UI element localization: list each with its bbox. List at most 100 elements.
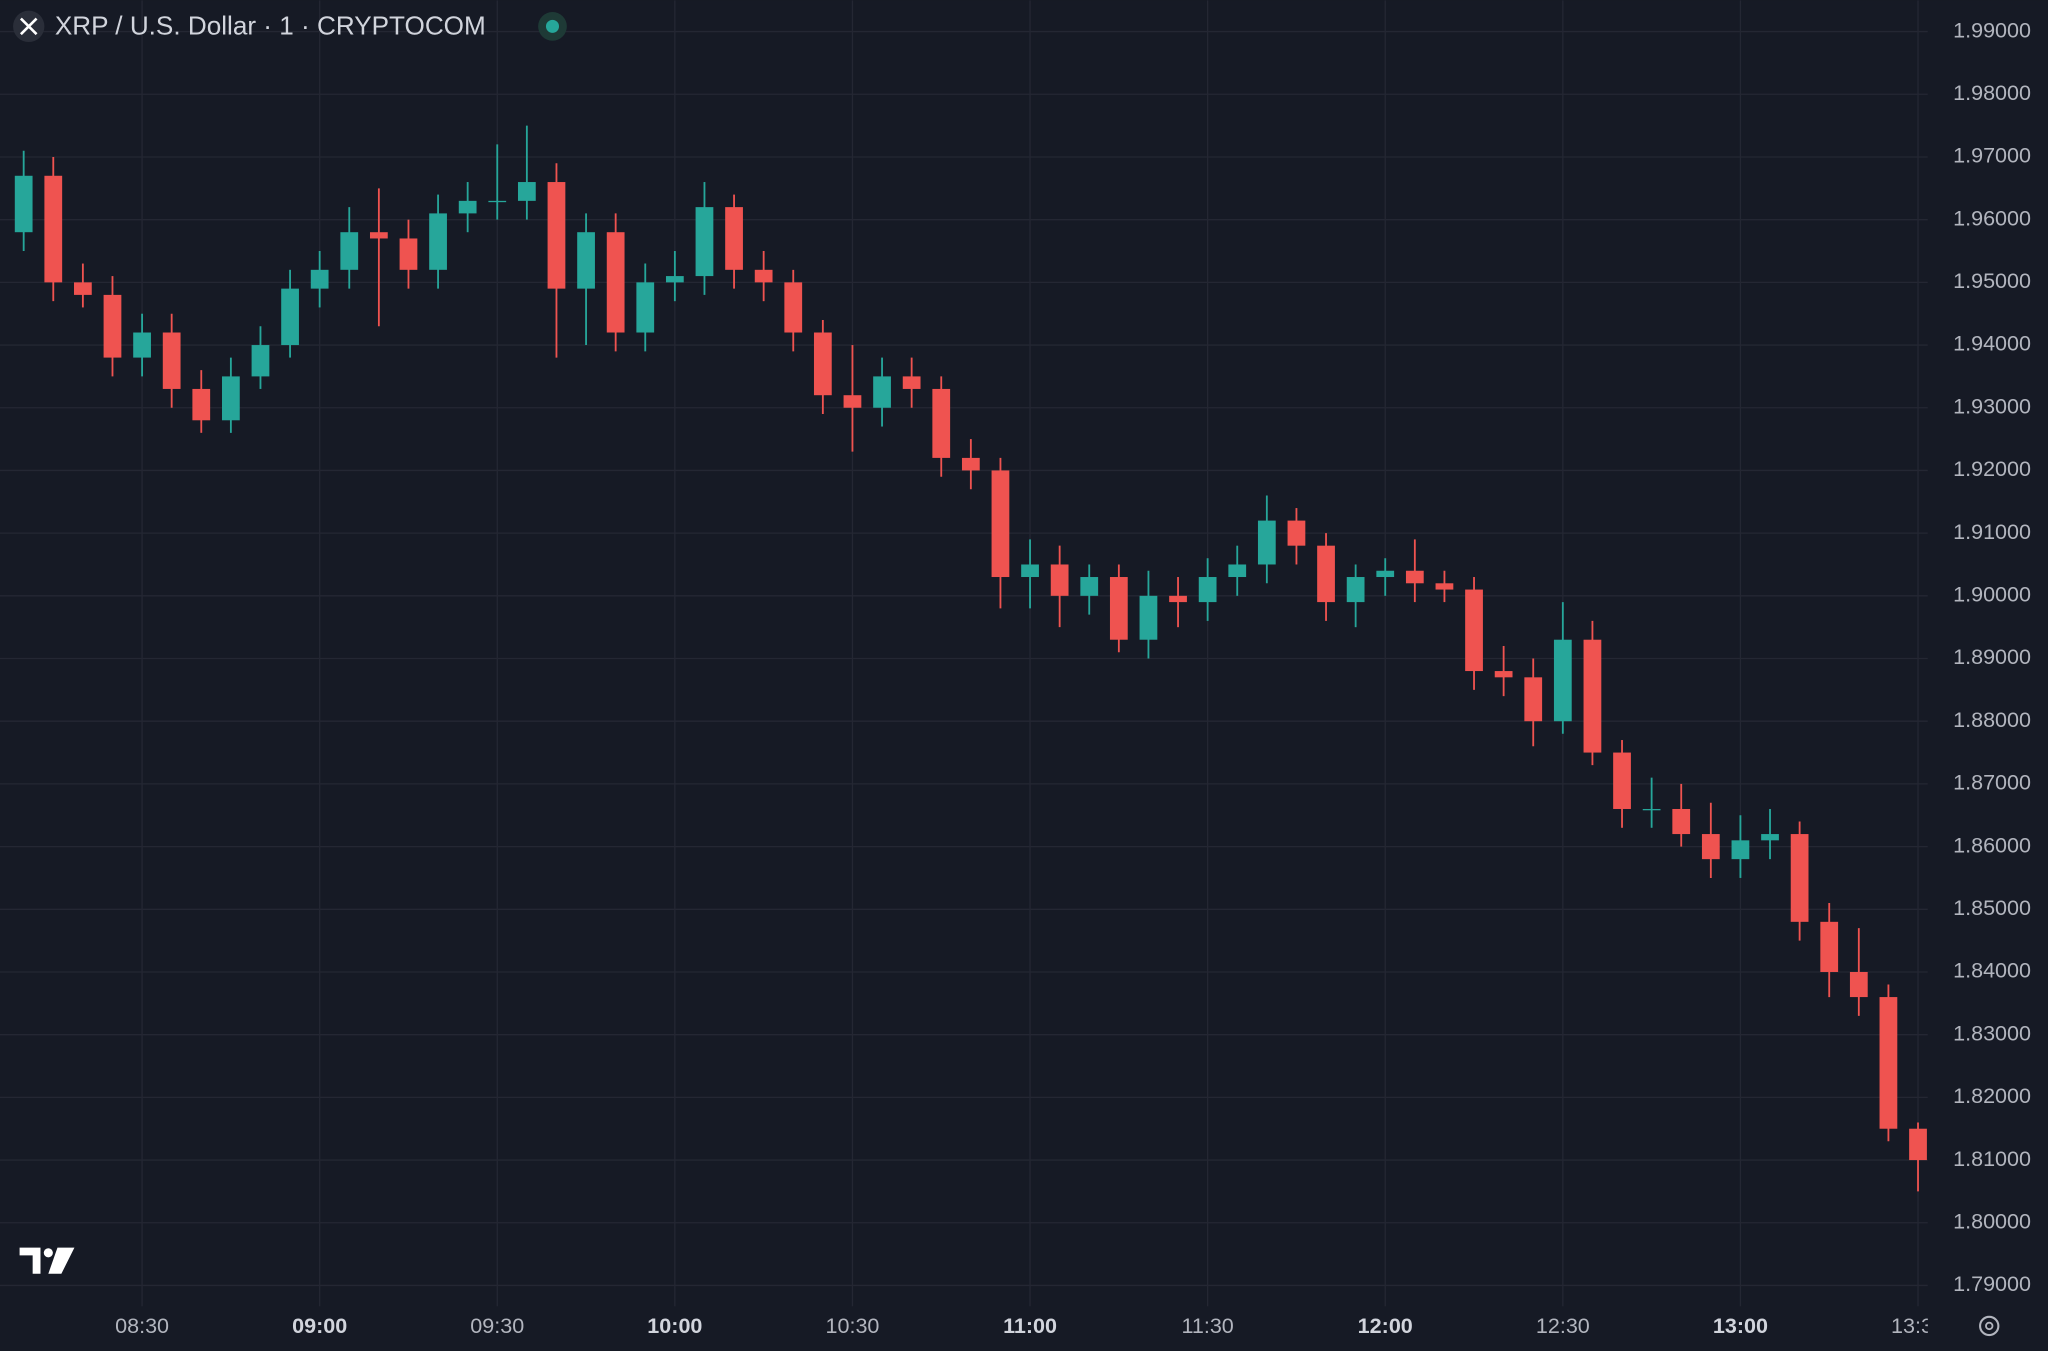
- candle-body: [1257, 520, 1276, 565]
- y-tick-label: 1.92000: [1953, 456, 2031, 481]
- price-axis: 1.99000 1.98000 1.97000 1.96000 1.95000 1.940…: [1953, 17, 2031, 1296]
- candle-body: [310, 269, 329, 289]
- candle-body: [429, 213, 447, 270]
- x-tick-label: 13:00: [1713, 1313, 1768, 1338]
- candle-body: [1109, 577, 1128, 640]
- candle-body: [843, 395, 862, 408]
- candle-body: [1761, 834, 1779, 841]
- candle-body: [1465, 589, 1483, 672]
- settings-icon-core[interactable]: [1985, 1321, 1994, 1331]
- y-tick-label: 1.99000: [1953, 17, 2031, 42]
- candle-body: [488, 200, 507, 203]
- candle-body: [517, 182, 536, 201]
- settings-icon[interactable]: [1979, 1315, 2000, 1337]
- candle-body: [369, 232, 388, 239]
- y-tick-label: 1.97000: [1953, 143, 2031, 168]
- candle-body: [281, 288, 299, 346]
- candle-body: [133, 332, 151, 358]
- candle-body: [784, 282, 803, 333]
- status-dot[interactable]: [545, 19, 560, 33]
- candle-body: [873, 376, 891, 408]
- y-tick-label: 1.81000: [1953, 1146, 2031, 1171]
- symbol-header: XRP / U.S. Dollar · 1 · CRYPTOCOM: [13, 11, 567, 43]
- candle-body: [902, 376, 921, 389]
- candle-body: [813, 332, 832, 396]
- x-tick-label: 09:30: [470, 1313, 524, 1338]
- candle-body: [1198, 577, 1217, 603]
- candle-body: [1346, 577, 1365, 603]
- y-tick-label: 1.85000: [1953, 895, 2031, 920]
- chart-title: XRP / U.S. Dollar · 1 · CRYPTOCOM: [55, 11, 486, 41]
- candle-body: [1405, 570, 1424, 584]
- candle-body: [14, 175, 33, 233]
- x-tick-label: 09:00: [292, 1313, 347, 1338]
- candle-body: [1909, 1128, 1927, 1161]
- candle-body: [1376, 570, 1395, 578]
- candle-body: [1731, 840, 1750, 860]
- candle-body: [221, 376, 240, 421]
- time-axis: 08:30 09:00 09:30 10:00 10:30 11:00 11:30 12:00…: [115, 1313, 1945, 1338]
- logo-part: [48, 1247, 75, 1274]
- x-tick-label: 12:30: [1536, 1313, 1590, 1338]
- candle-body: [1583, 639, 1602, 753]
- candle-body: [932, 388, 951, 458]
- logo-part: [19, 1247, 41, 1274]
- x-tick-label: 10:30: [825, 1313, 879, 1338]
- candle-body: [1317, 545, 1335, 603]
- x-tick-label: 12:00: [1358, 1313, 1413, 1338]
- candle-body: [1435, 583, 1454, 590]
- y-tick-label: 1.89000: [1953, 644, 2031, 669]
- y-tick-label: 1.93000: [1953, 393, 2031, 418]
- x-tick-label: 11:00: [1003, 1313, 1057, 1338]
- y-tick-label: 1.83000: [1953, 1020, 2031, 1045]
- candle-body: [577, 232, 595, 289]
- candle-body: [458, 200, 477, 214]
- y-tick-label: 1.98000: [1953, 80, 2031, 105]
- y-tick-label: 1.91000: [1953, 519, 2031, 544]
- logo: [19, 1247, 75, 1274]
- logo-part: [43, 1248, 53, 1258]
- y-tick-label: 1.96000: [1953, 205, 2031, 230]
- candle-body: [1642, 808, 1661, 811]
- candle-body: [399, 238, 418, 270]
- grid: [0, 0, 1928, 1307]
- candle-body: [1050, 564, 1069, 596]
- candle-body: [1879, 997, 1898, 1129]
- candle-body: [636, 282, 655, 333]
- y-tick-label: 1.90000: [1953, 582, 2031, 607]
- y-tick-label: 1.95000: [1953, 268, 2031, 293]
- y-tick-label: 1.86000: [1953, 832, 2031, 857]
- x-tick-label: 13:30: [1891, 1313, 1945, 1338]
- candle-body: [1169, 595, 1187, 603]
- candle-body: [1287, 520, 1306, 546]
- candle-body: [73, 282, 92, 295]
- candle-body: [103, 294, 122, 358]
- candle-body: [251, 345, 270, 377]
- candle-body: [1820, 921, 1839, 972]
- candle-body: [1080, 577, 1099, 596]
- candle-body: [1849, 971, 1868, 998]
- candle-body: [162, 332, 181, 389]
- candle-body: [547, 182, 566, 289]
- y-tick-label: 1.79000: [1953, 1271, 2031, 1296]
- candle-body: [1701, 834, 1720, 860]
- candle-body: [44, 175, 63, 283]
- candle-body: [725, 207, 743, 270]
- candle-body: [1553, 639, 1572, 722]
- candle-body: [1672, 808, 1691, 835]
- candle-body: [1494, 671, 1513, 678]
- y-tick-label: 1.80000: [1953, 1208, 2031, 1233]
- y-tick-label: 1.88000: [1953, 707, 2031, 732]
- y-tick-label: 1.87000: [1953, 770, 2031, 795]
- candle-body: [1021, 564, 1039, 578]
- candle-body: [695, 207, 714, 277]
- candle-body: [754, 269, 773, 283]
- x-tick-label: 08:30: [115, 1313, 169, 1338]
- settings-button[interactable]: [1979, 1315, 2000, 1337]
- candle-body: [665, 276, 684, 283]
- candles: [14, 125, 1927, 1192]
- candle-body: [192, 388, 211, 421]
- candle-body: [961, 457, 980, 471]
